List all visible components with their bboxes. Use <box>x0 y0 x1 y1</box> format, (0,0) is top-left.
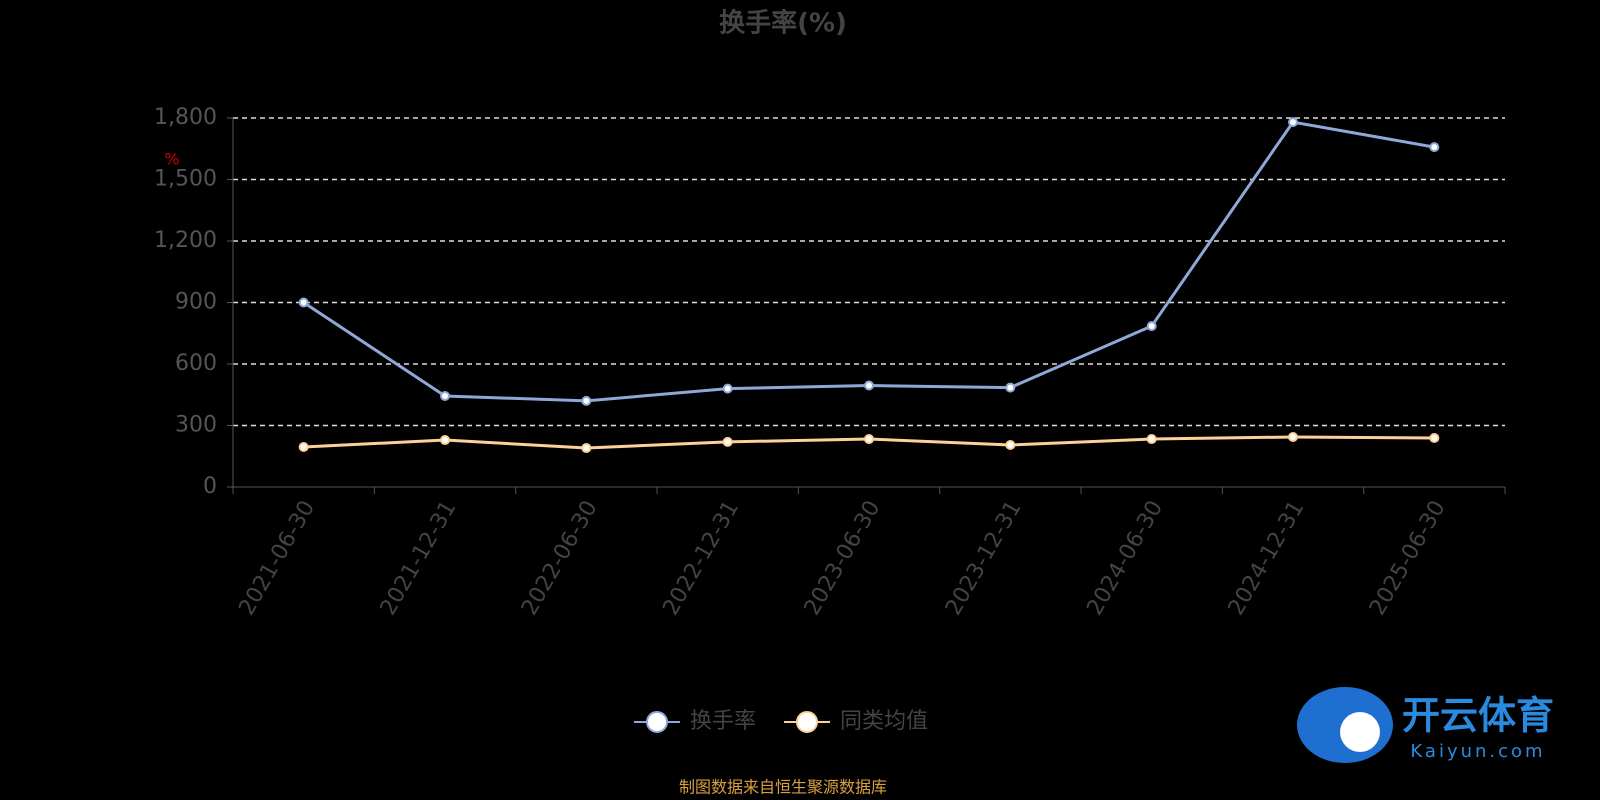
data-point <box>298 297 309 308</box>
data-point <box>864 380 874 391</box>
data-point <box>1005 439 1016 450</box>
legend-marker <box>646 711 668 733</box>
y-tick-label: 300 <box>175 413 217 438</box>
logo-ball <box>1340 712 1380 752</box>
y-unit: % <box>164 150 179 169</box>
y-tick-label: 1,500 <box>154 167 217 192</box>
chart-title: 换手率(%) <box>719 8 847 39</box>
data-point <box>581 443 592 454</box>
y-tick-label: 0 <box>203 474 217 499</box>
legend-marker <box>796 711 818 733</box>
watermark-site: Kaiyun.com <box>1410 741 1545 762</box>
y-tick-label: 1,200 <box>154 228 217 253</box>
data-point <box>864 434 874 445</box>
data-point <box>1429 142 1440 153</box>
watermark: 开云体育 Kaiyun.com <box>1297 687 1554 763</box>
data-point <box>440 390 450 401</box>
data-point <box>1429 433 1440 444</box>
data-point <box>1146 321 1157 332</box>
data-point <box>298 442 309 453</box>
legend-label: 同类均值 <box>840 709 928 734</box>
data-point <box>1146 434 1157 445</box>
data-point <box>581 395 592 406</box>
source-note: 制图数据来自恒生聚源数据库 <box>679 778 887 797</box>
data-point <box>722 383 733 394</box>
data-point <box>1005 382 1016 393</box>
y-tick-label: 600 <box>175 351 217 376</box>
legend-label: 换手率 <box>690 709 756 734</box>
data-point <box>440 435 450 446</box>
y-tick-label: 1,800 <box>154 105 217 130</box>
data-point <box>1288 431 1298 442</box>
y-tick-label: 900 <box>175 290 217 315</box>
data-point <box>722 436 733 447</box>
data-point <box>1288 117 1298 128</box>
watermark-name: 开云体育 <box>1402 694 1554 738</box>
